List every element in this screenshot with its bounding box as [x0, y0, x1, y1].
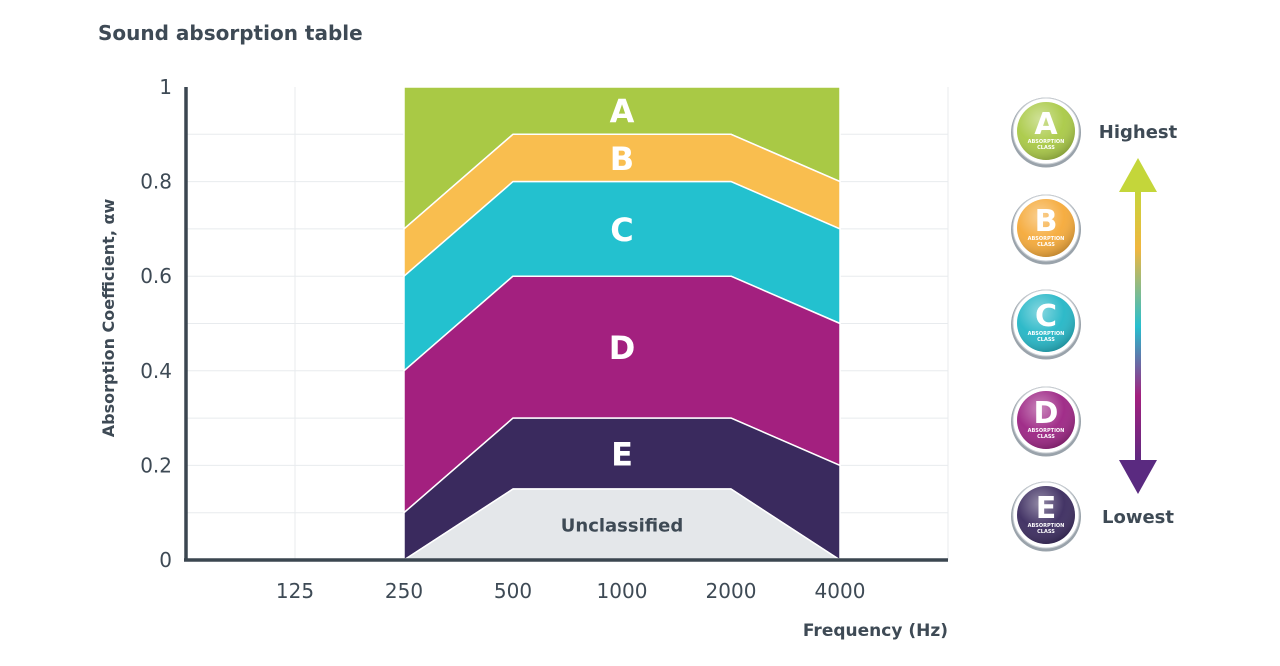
band-label-e: E	[611, 436, 633, 474]
badge-letter: C	[1035, 299, 1057, 334]
x-tick-label: 500	[494, 579, 532, 603]
y-tick-label: 0.6	[140, 264, 172, 288]
chart-title: Sound absorption table	[98, 21, 363, 45]
badge-gloss	[1017, 294, 1075, 352]
badge-gloss	[1017, 199, 1075, 257]
y-axis-label: Absorption Coefficient, αw	[99, 199, 118, 438]
badge-subtext: ABSORPTION	[1028, 236, 1065, 242]
y-tick-label: 0.4	[140, 359, 172, 383]
absorption-class-legend: AABSORPTIONCLASSBABSORPTIONCLASSCABSORPT…	[1011, 97, 1178, 552]
band-label-a: A	[610, 93, 635, 131]
legend-highest-label: Highest	[1099, 122, 1178, 143]
badge-subtext: CLASS	[1037, 529, 1055, 535]
y-tick-label: 1	[159, 75, 172, 99]
badge-subtext: ABSORPTION	[1028, 139, 1065, 145]
scale-arrow-down-head	[1119, 460, 1157, 494]
badge-subtext: CLASS	[1037, 242, 1055, 248]
x-axis-label: Frequency (Hz)	[803, 621, 948, 641]
badge-letter: B	[1035, 204, 1058, 239]
badge-subtext: ABSORPTION	[1028, 523, 1065, 529]
badge-subtext: ABSORPTION	[1028, 331, 1065, 337]
scale-arrow-shaft	[1135, 188, 1141, 465]
badge-letter: A	[1034, 107, 1058, 142]
badge-subtext: CLASS	[1037, 434, 1055, 440]
plot-area: ABC D E Unclassified 0 0.2 0.4 0.6 0.8 1 125 250 500…	[140, 75, 949, 603]
band-label-unclassified: Unclassified	[561, 516, 683, 537]
badge-gloss	[1017, 391, 1075, 449]
x-tick-label: 125	[276, 579, 314, 603]
y-tick-label: 0	[159, 548, 172, 572]
band-label-c: C	[610, 211, 633, 249]
band-label-d: D	[609, 329, 636, 367]
badge-subtext: CLASS	[1037, 337, 1055, 343]
x-tick-label: 1000	[597, 579, 648, 603]
x-tick-label: 250	[385, 579, 423, 603]
badge-gloss	[1017, 102, 1075, 160]
legend-lowest-label: Lowest	[1102, 507, 1174, 528]
badge-letter: D	[1034, 396, 1059, 431]
x-tick-label: 2000	[706, 579, 757, 603]
y-tick-label: 0.2	[140, 453, 172, 477]
band-label-b: B	[610, 140, 634, 178]
x-tick-label: 4000	[815, 579, 866, 603]
scale-arrow-up-head	[1119, 158, 1157, 192]
badge-gloss	[1017, 486, 1075, 544]
badge-subtext: ABSORPTION	[1028, 428, 1065, 434]
badge-subtext: CLASS	[1037, 145, 1055, 151]
badge-letter: E	[1036, 491, 1057, 526]
y-tick-label: 0.8	[140, 170, 172, 194]
